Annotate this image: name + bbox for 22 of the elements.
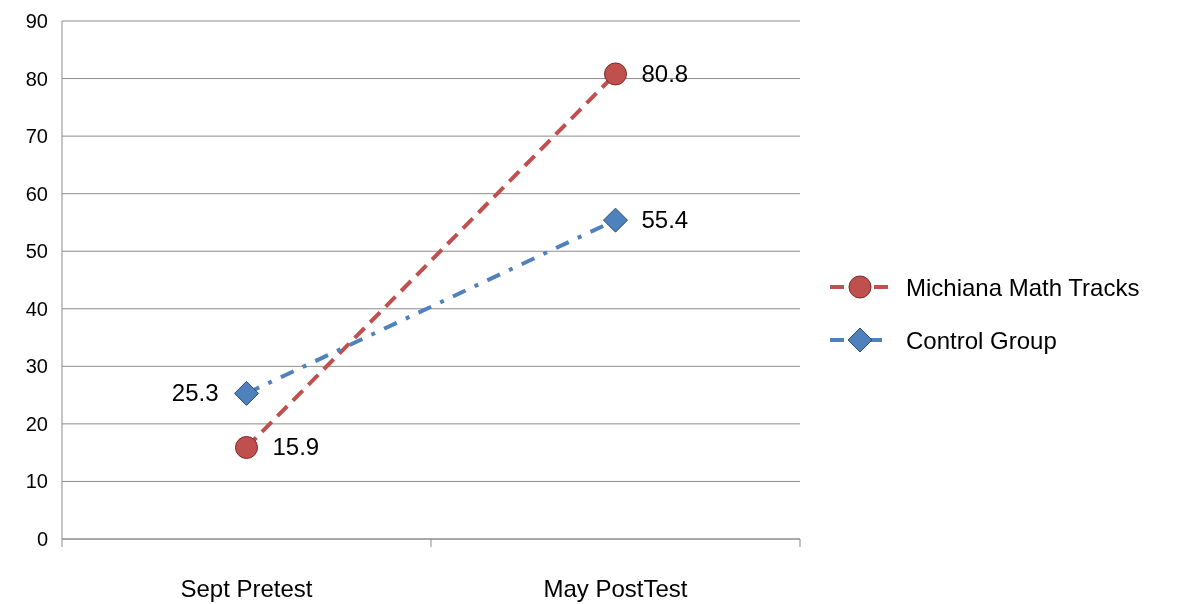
point bbox=[235, 435, 258, 459]
y-tick-label: 10 bbox=[25, 470, 48, 493]
legend-label: Control Group bbox=[906, 327, 1057, 354]
y-tick-label: 70 bbox=[25, 125, 48, 148]
data-label: 15.9 bbox=[272, 433, 320, 461]
x-tick-label: Sept Pretest bbox=[180, 575, 313, 602]
y-tick-label: 80 bbox=[25, 67, 48, 90]
point bbox=[604, 62, 627, 86]
legend-label: Michiana Math Tracks bbox=[906, 274, 1140, 301]
y-tick-label: 90 bbox=[25, 10, 48, 32]
y-tick-label: 30 bbox=[25, 355, 48, 378]
data-label: 25.3 bbox=[171, 379, 219, 407]
point bbox=[234, 380, 259, 406]
y-tick-label: 50 bbox=[25, 240, 48, 263]
y-tick-label: 20 bbox=[25, 412, 48, 435]
point bbox=[603, 207, 628, 233]
y-tick-label: 0 bbox=[36, 528, 48, 550]
y-tick-label: 60 bbox=[25, 182, 48, 205]
data-label: 55.4 bbox=[641, 206, 689, 234]
data-label: 80.8 bbox=[641, 59, 689, 87]
y-tick-label: 40 bbox=[25, 297, 48, 320]
x-tick-label: May PostTest bbox=[543, 575, 688, 602]
